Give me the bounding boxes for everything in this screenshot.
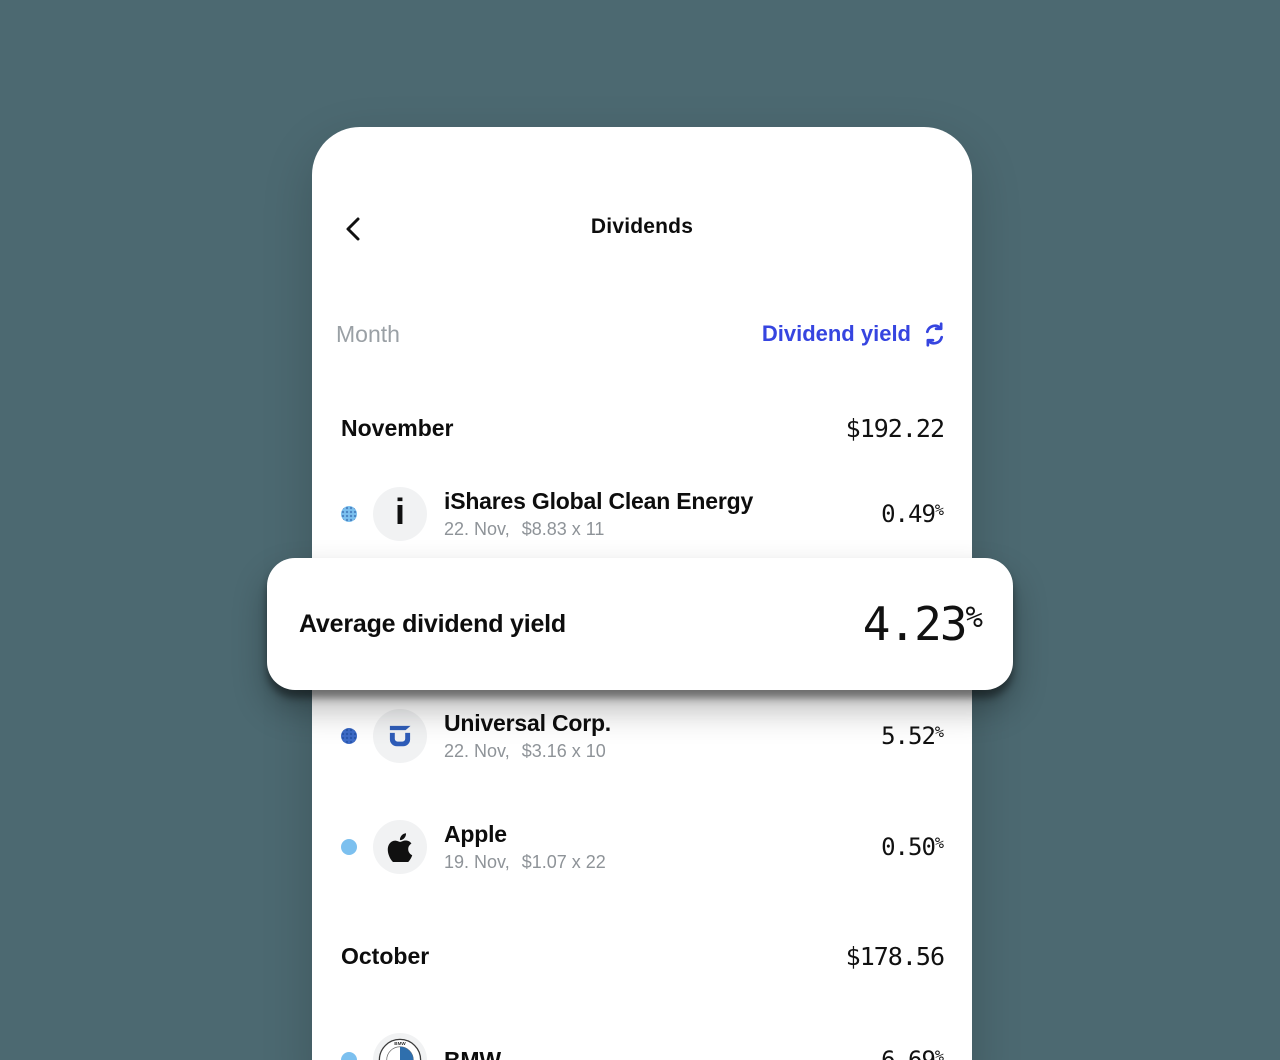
- section-total: $192.22: [845, 413, 945, 443]
- section-month-label: November: [341, 414, 454, 441]
- color-dot: [341, 839, 357, 855]
- color-dot: [341, 728, 357, 744]
- list-item-ishares[interactable]: i iShares Global Clean Energy 22. Nov, $8…: [341, 476, 944, 552]
- chevron-left-icon: [342, 216, 366, 242]
- color-dot: [341, 1052, 357, 1060]
- security-subtitle: 19. Nov, $1.07 x 22: [444, 852, 606, 873]
- payout-date: 22. Nov,: [444, 741, 510, 761]
- sort-by-label: Dividend yield: [761, 321, 911, 346]
- page-title: Dividends: [590, 215, 694, 238]
- average-dividend-yield-card: Average dividend yield 4.23%: [267, 558, 1013, 690]
- security-name: Apple: [444, 821, 507, 847]
- back-button[interactable]: [334, 209, 374, 249]
- dividend-yield-value: 6.69%: [881, 1046, 944, 1060]
- apple-logo-icon: [373, 820, 427, 874]
- universal-logo-icon: [373, 709, 427, 763]
- swap-sort-icon: [921, 321, 948, 348]
- security-name: Universal Corp.: [444, 710, 611, 736]
- dividend-yield-value: 0.50%: [881, 833, 944, 861]
- sort-bar: Month Dividend yield: [336, 319, 948, 349]
- security-subtitle: 22. Nov, $8.83 x 11: [444, 519, 753, 540]
- average-yield-label: Average dividend yield: [299, 609, 566, 638]
- section-total: $178.56: [845, 941, 945, 971]
- sort-by-control[interactable]: Dividend yield: [762, 321, 948, 348]
- ishares-logo-icon: i: [373, 487, 427, 541]
- payout-amount: $1.07 x 22: [521, 852, 606, 872]
- section-header-november: November $192.22: [341, 411, 945, 445]
- payout-date: 19. Nov,: [444, 852, 510, 872]
- color-dot: [341, 506, 357, 522]
- list-item-universal[interactable]: Universal Corp. 22. Nov, $3.16 x 10 5.52%: [341, 698, 944, 774]
- dividend-yield-value: 5.52%: [881, 722, 944, 750]
- bmw-logo-icon: BMW: [373, 1033, 427, 1060]
- svg-text:BMW: BMW: [394, 1041, 406, 1046]
- security-name: iShares Global Clean Energy: [444, 488, 754, 514]
- dividend-yield-value: 0.49%: [881, 500, 944, 528]
- group-by-label: Month: [336, 320, 400, 347]
- screen-header: Dividends: [312, 215, 972, 245]
- section-header-october: October $178.56: [341, 939, 945, 973]
- security-subtitle: 22. Nov, $3.16 x 10: [444, 741, 611, 762]
- section-month-label: October: [341, 942, 430, 969]
- payout-amount: $8.83 x 11: [521, 519, 605, 539]
- payout-amount: $3.16 x 10: [521, 741, 606, 761]
- list-item-bmw[interactable]: BMW BMW 6.69%: [341, 1022, 944, 1060]
- list-item-apple[interactable]: Apple 19. Nov, $1.07 x 22 0.50%: [341, 809, 944, 885]
- security-name: BMW: [444, 1046, 501, 1060]
- payout-date: 22. Nov,: [444, 519, 510, 539]
- average-yield-value: 4.23%: [862, 597, 983, 651]
